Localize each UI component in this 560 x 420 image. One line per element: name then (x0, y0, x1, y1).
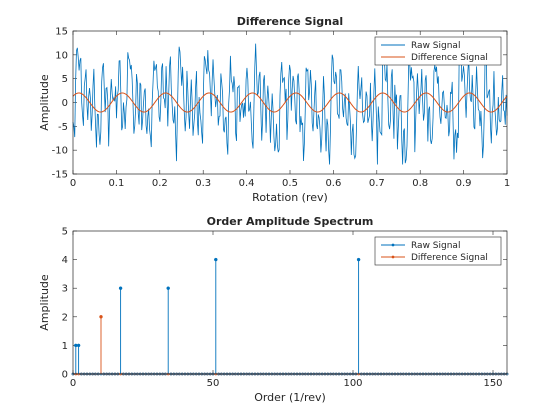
x-tick-label: 0.3 (195, 178, 211, 189)
difference-signal-line (72, 92, 508, 113)
x-tick-label: 50 (207, 378, 220, 389)
legend-entry: Difference Signal (411, 53, 488, 63)
stem-marker (356, 257, 361, 262)
y-tick-label: 0 (62, 98, 68, 109)
x-tick-label: 0 (70, 378, 76, 389)
chart-title: Order Amplitude Spectrum (207, 215, 374, 228)
axes-frame (72, 30, 508, 175)
x-axis-label: Rotation (rev) (252, 191, 328, 204)
legend-marker (391, 255, 395, 259)
x-axis-label: Order (1/rev) (254, 391, 326, 404)
x-tick-label: 150 (483, 378, 502, 389)
legend-entry: Difference Signal (411, 253, 488, 263)
raw-signal-line (72, 38, 508, 165)
y-tick-label: 15 (55, 27, 68, 38)
stem-marker (99, 315, 103, 319)
x-tick-label: 0.8 (412, 178, 428, 189)
y-tick-label: 0 (62, 370, 68, 381)
stem-marker (214, 257, 218, 262)
stem-marker (166, 286, 170, 290)
x-tick-label: 0.1 (108, 178, 124, 189)
legend-entry: Raw Signal (411, 41, 460, 51)
x-tick-label: 0.2 (152, 178, 168, 189)
difference-signal-plot: 0 0.1 0.2 0.3 0.4 0.5 0.6 0.7 0.8 0.9 1 -15 -10 -5 0 5 1… (38, 15, 510, 204)
axes-frame (72, 230, 508, 375)
y-axis-label: Amplitude (38, 74, 51, 131)
chart-title: Difference Signal (237, 15, 343, 28)
legend-box (374, 236, 502, 266)
y-tick-label: -5 (58, 122, 68, 133)
x-tick-label: 0.6 (325, 178, 341, 189)
x-tick-label: 0.7 (369, 178, 385, 189)
y-tick-label: 5 (62, 227, 68, 238)
stem-marker (118, 286, 123, 290)
x-tick-label: 0.4 (239, 178, 255, 189)
y-tick-label: 4 (62, 255, 68, 266)
x-tick-label: 0 (70, 178, 76, 189)
x-tick-label: 100 (343, 378, 362, 389)
y-tick-label: -15 (52, 170, 68, 181)
y-tick-label: 10 (55, 50, 68, 61)
y-tick-label: 2 (62, 312, 68, 323)
x-tick-label: 0.9 (456, 178, 472, 189)
legend-marker (391, 243, 395, 247)
x-tick-label: 1 (504, 178, 510, 189)
legend-entry: Raw Signal (411, 241, 460, 251)
y-tick-label: -10 (52, 146, 68, 157)
x-tick-label: 0.5 (282, 178, 298, 189)
legend-box (374, 36, 502, 66)
y-tick-label: 5 (62, 74, 68, 85)
y-tick-label: 1 (62, 341, 68, 352)
stem-marker (76, 343, 81, 348)
order-amplitude-spectrum-plot: 0 50 100 150 0 1 2 3 4 5 Order Amplitude Spectrum O… (38, 215, 509, 404)
y-tick-label: 3 (62, 284, 68, 295)
y-axis-label: Amplitude (38, 274, 51, 331)
